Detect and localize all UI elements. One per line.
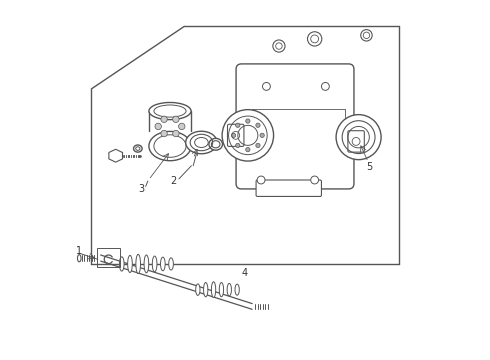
Ellipse shape	[152, 256, 157, 272]
Text: 5: 5	[366, 162, 372, 172]
Circle shape	[161, 130, 167, 137]
Ellipse shape	[136, 254, 141, 274]
Circle shape	[260, 133, 264, 138]
Circle shape	[273, 40, 285, 52]
Ellipse shape	[211, 282, 216, 297]
Circle shape	[236, 143, 240, 148]
Ellipse shape	[120, 257, 124, 271]
Circle shape	[245, 148, 250, 152]
Circle shape	[257, 176, 265, 184]
Ellipse shape	[235, 284, 239, 295]
Circle shape	[311, 176, 319, 184]
Circle shape	[321, 82, 329, 90]
Circle shape	[178, 123, 185, 130]
Text: 3: 3	[138, 184, 145, 194]
Ellipse shape	[149, 103, 191, 120]
Circle shape	[222, 110, 273, 161]
Ellipse shape	[186, 131, 217, 154]
Circle shape	[245, 119, 250, 123]
Polygon shape	[109, 149, 122, 162]
Ellipse shape	[203, 283, 208, 297]
Text: 4: 4	[242, 268, 248, 278]
Circle shape	[361, 30, 372, 41]
Ellipse shape	[209, 138, 222, 150]
Circle shape	[172, 116, 179, 122]
Circle shape	[256, 123, 260, 127]
Circle shape	[336, 114, 381, 159]
Ellipse shape	[149, 131, 191, 161]
FancyBboxPatch shape	[236, 64, 354, 189]
FancyBboxPatch shape	[348, 131, 364, 152]
Ellipse shape	[144, 255, 149, 273]
FancyBboxPatch shape	[227, 124, 244, 147]
Text: 1: 1	[76, 247, 82, 256]
Circle shape	[231, 133, 236, 138]
FancyBboxPatch shape	[256, 180, 321, 197]
Circle shape	[236, 123, 240, 127]
Circle shape	[263, 82, 270, 90]
Circle shape	[155, 123, 161, 130]
Circle shape	[256, 143, 260, 148]
Circle shape	[161, 116, 167, 122]
Ellipse shape	[134, 145, 142, 152]
Ellipse shape	[77, 255, 81, 262]
Ellipse shape	[220, 283, 223, 297]
Ellipse shape	[161, 257, 165, 271]
Bar	[97, 248, 121, 267]
Ellipse shape	[169, 258, 173, 270]
Circle shape	[172, 130, 179, 137]
Text: 2: 2	[171, 176, 177, 186]
Ellipse shape	[227, 283, 231, 296]
Circle shape	[308, 32, 322, 46]
Ellipse shape	[196, 284, 200, 296]
Ellipse shape	[128, 255, 132, 273]
